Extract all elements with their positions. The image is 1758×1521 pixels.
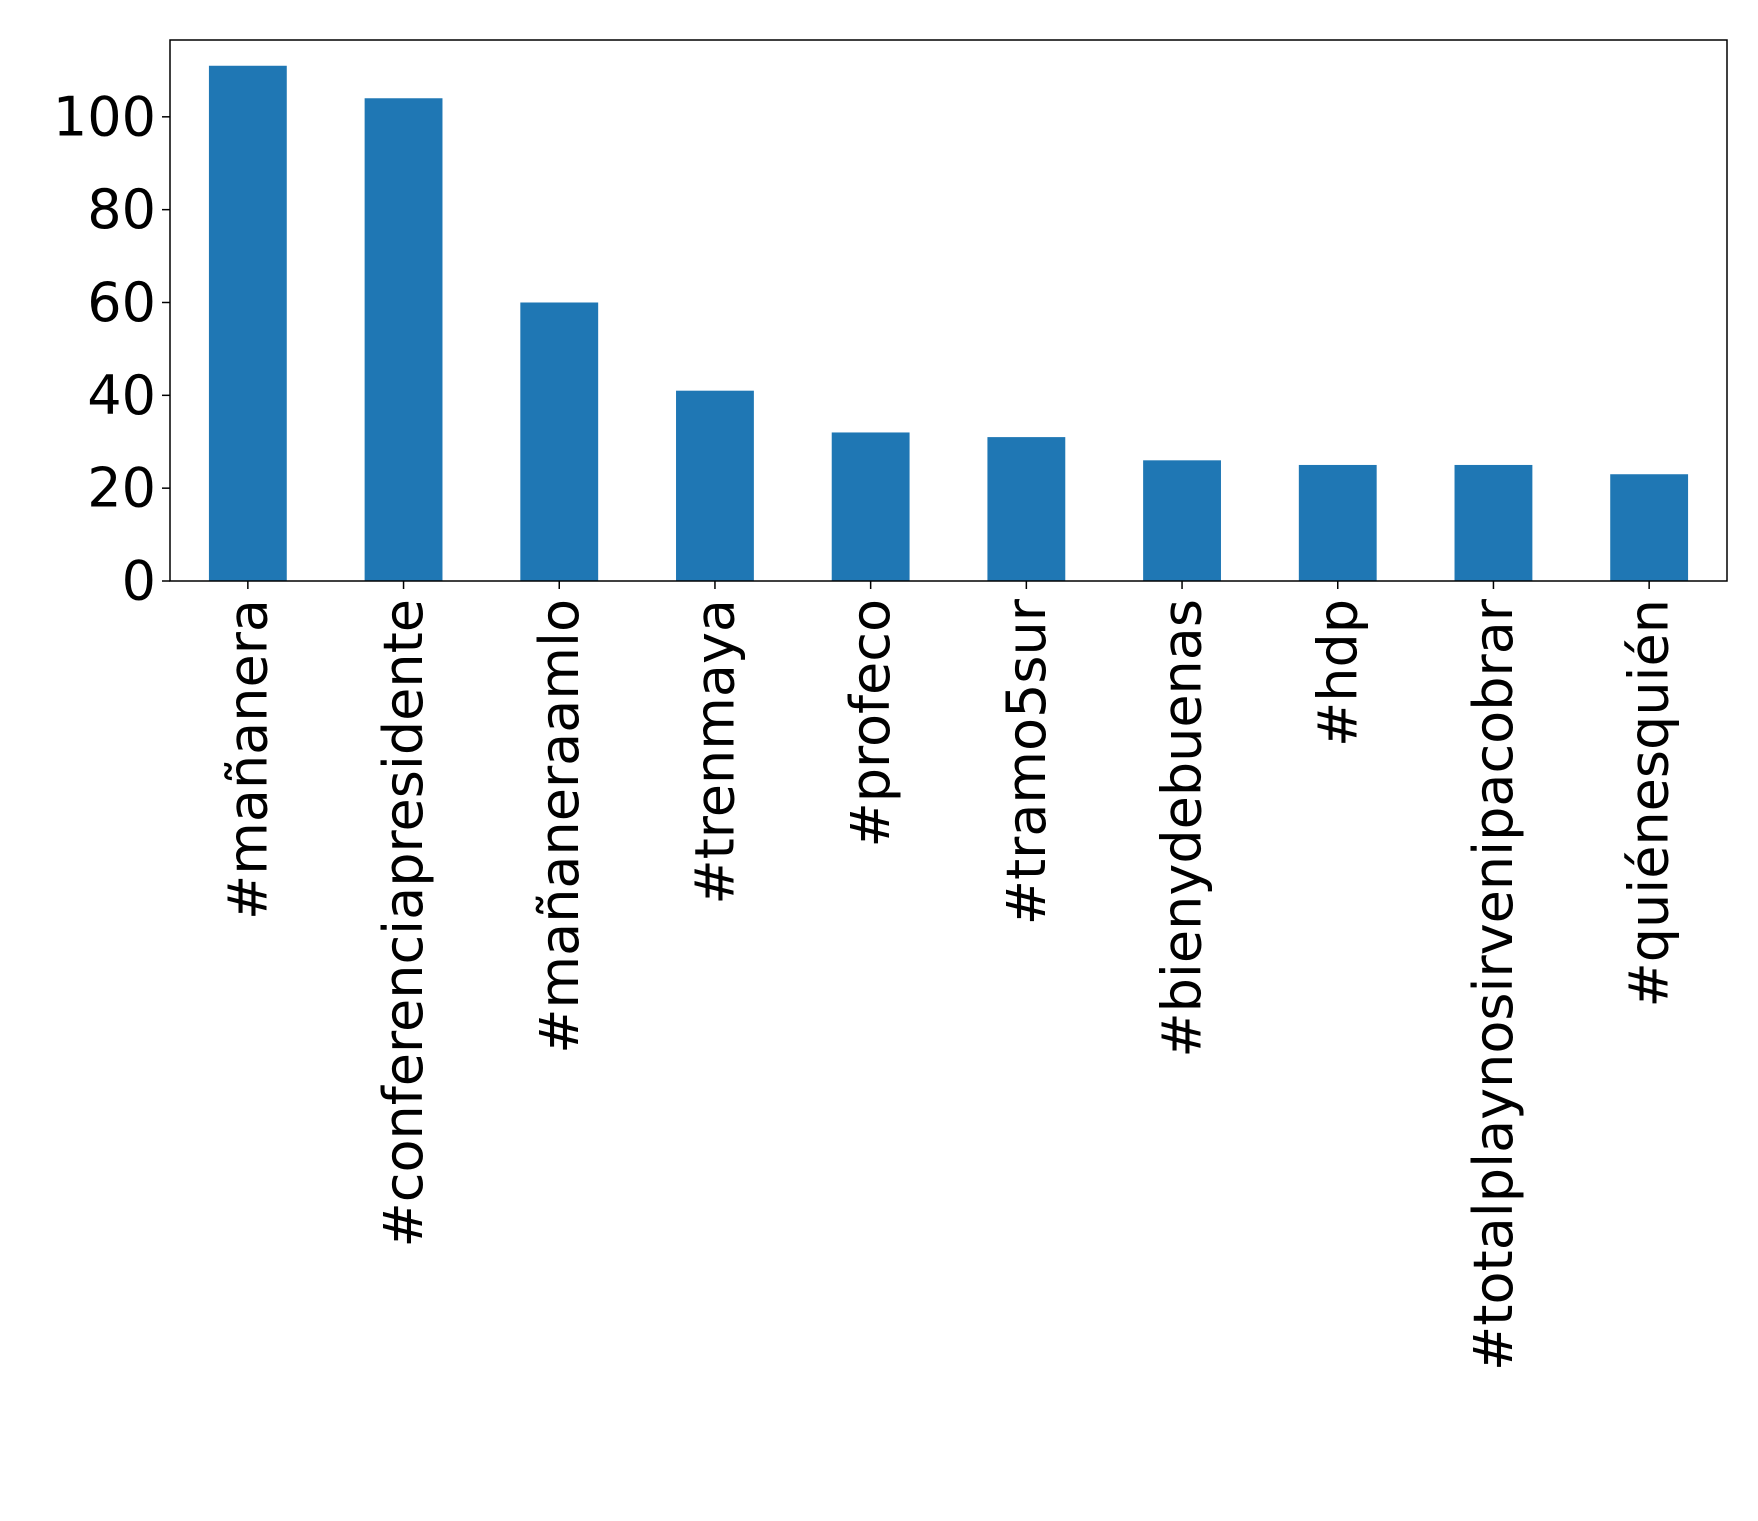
x-tick-label: #totalplaynosirvenipacobrar <box>1462 598 1525 1371</box>
x-tick-label: #bienydebuenas <box>1151 599 1214 1058</box>
x-tick-label: #profeco <box>839 599 902 848</box>
y-tick-label: 0 <box>122 550 156 613</box>
y-tick-label: 100 <box>53 85 156 148</box>
y-tick-label: 60 <box>87 271 156 334</box>
bar <box>208 65 287 581</box>
y-axis: 0 20 40 60 80 100 <box>53 85 170 613</box>
bar <box>1454 464 1533 581</box>
plot-frame <box>169 39 1728 582</box>
x-tick-label: #mañanera <box>216 599 279 920</box>
x-tick-label: #tramo5sur <box>995 598 1058 925</box>
y-tick-label: 40 <box>87 364 156 427</box>
bar <box>1143 460 1221 581</box>
bar <box>364 98 443 581</box>
bar <box>987 437 1066 581</box>
x-axis: #mañanera #conferenciapresidente #mañanera… <box>216 581 1681 1371</box>
bar <box>1298 464 1377 581</box>
bar <box>1610 474 1689 581</box>
y-tick-label: 20 <box>87 457 156 520</box>
bar <box>520 302 599 581</box>
x-tick-label: #trenmaya <box>683 599 746 905</box>
bars-group <box>208 65 1689 581</box>
y-tick-label: 80 <box>87 178 156 241</box>
bar <box>676 390 754 581</box>
x-tick-label: #mañaneraamlo <box>528 599 591 1054</box>
x-tick-label: #hdp <box>1306 599 1369 747</box>
x-tick-label: #conferenciapresidente <box>372 599 435 1247</box>
bar <box>831 432 910 581</box>
x-tick-label: #quiénesquién <box>1618 599 1681 1008</box>
